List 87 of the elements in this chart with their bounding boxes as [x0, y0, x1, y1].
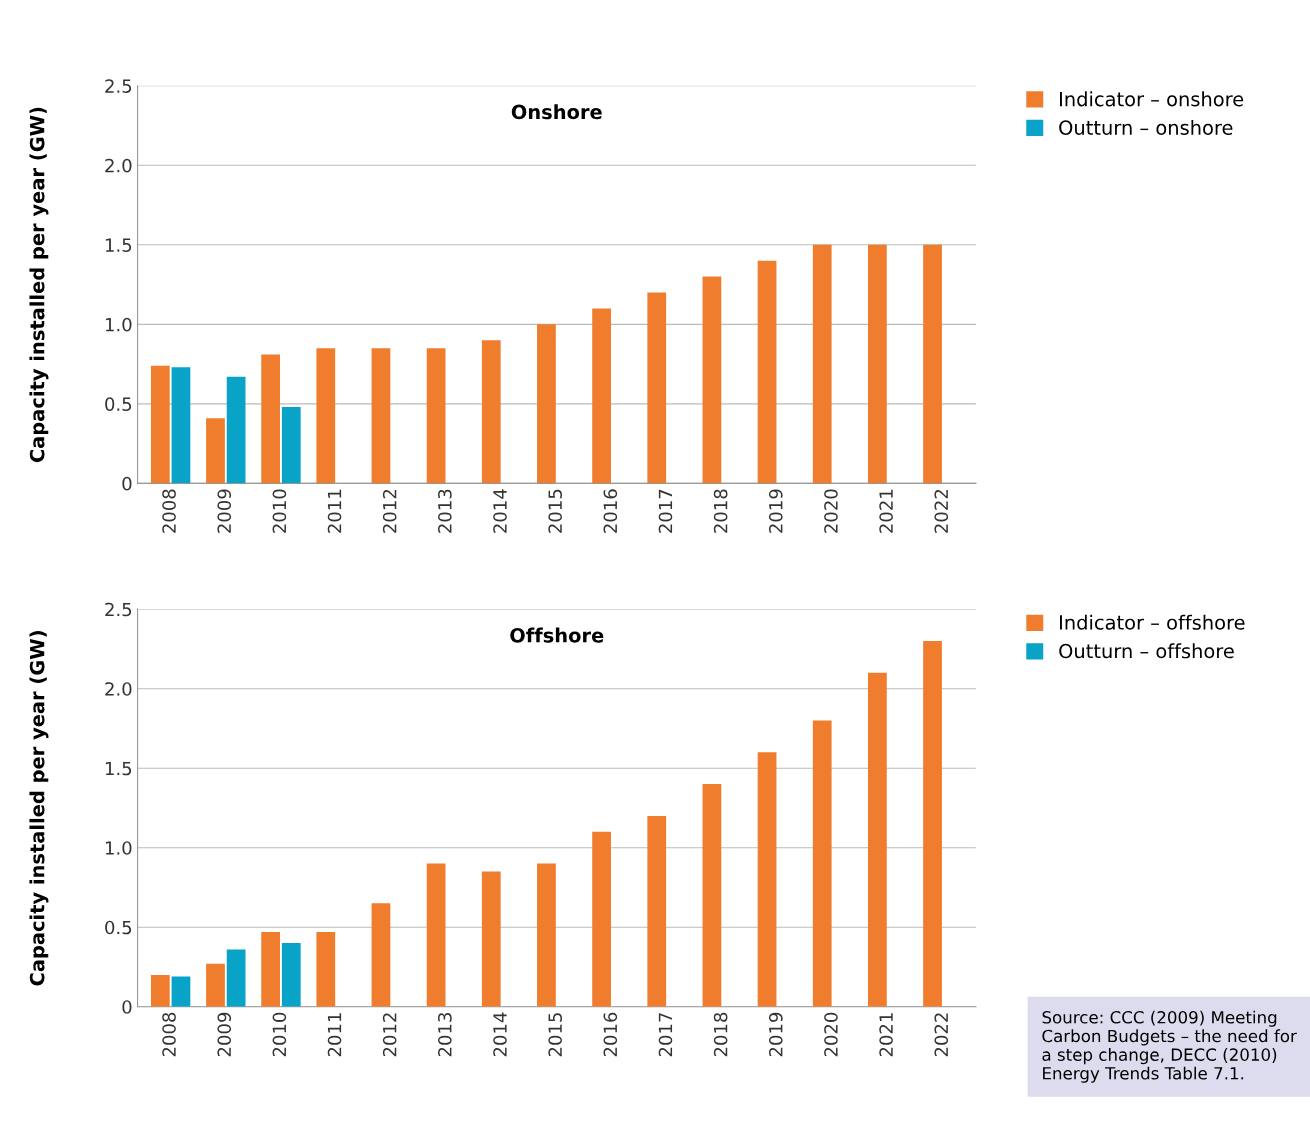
bar [316, 348, 336, 484]
y-tick-label: 1.5 [105, 238, 132, 252]
bar [281, 943, 301, 1007]
bar [150, 365, 170, 484]
bar [702, 276, 722, 484]
bar [647, 815, 667, 1007]
bar [226, 376, 246, 484]
bar [702, 784, 722, 1007]
legend-label: Indicator – offshore [1060, 614, 1245, 630]
bar [171, 976, 191, 1007]
y-tick-label: 0 [122, 1000, 132, 1014]
y-tick-label: 1.0 [105, 317, 132, 332]
bar [592, 308, 611, 484]
x-tick-label: 2019 [768, 1012, 783, 1057]
bar [481, 871, 501, 1007]
y-axis-title: Capacity installed per year (GW) [29, 631, 49, 986]
bar [537, 324, 556, 484]
x-tick-label: 2021 [879, 1013, 893, 1057]
y-axis-title: Capacity installed per year (GW) [29, 107, 49, 463]
x-tick-label: 2015 [548, 489, 562, 533]
bar [426, 863, 446, 1007]
x-tick-label: 2009 [217, 489, 232, 533]
x-tick-label: 2010 [272, 1012, 287, 1057]
bar [923, 640, 942, 1007]
bar [592, 831, 611, 1007]
x-tick-label: 2014 [493, 489, 507, 533]
bar [150, 974, 170, 1007]
x-tick-label: 2008 [162, 489, 176, 533]
x-tick-label: 2009 [217, 1012, 232, 1057]
y-tick-label: 0.5 [105, 920, 132, 935]
bar [281, 407, 301, 484]
y-tick-label: 2.0 [105, 158, 132, 173]
bar [426, 348, 446, 484]
x-tick-label: 2020 [824, 1012, 838, 1057]
source-note: Source: CCC (2009) Meeting Carbon Budgets – the need for a step change, DECC (2010) Energy Trends Table 7.1. [1042, 1010, 1297, 1083]
x-tick-label: 2013 [438, 1013, 452, 1057]
y-tick-label: 0.5 [105, 397, 132, 411]
y-tick-label: 2.0 [105, 682, 132, 696]
x-tick-label: 2017 [658, 1013, 673, 1057]
bar [226, 949, 246, 1007]
bar [647, 292, 667, 484]
x-tick-label: 2022 [934, 490, 949, 533]
bar [812, 720, 832, 1007]
x-tick-label: 2021 [879, 489, 893, 533]
bar [923, 244, 942, 484]
bar [171, 367, 191, 484]
x-tick-label: 2008 [162, 1012, 176, 1057]
bar [206, 963, 225, 1007]
bar [868, 672, 887, 1007]
x-tick-label: 2012 [382, 1013, 397, 1057]
x-tick-label: 2019 [768, 489, 783, 533]
text: Onshore [511, 104, 602, 120]
bar [537, 863, 556, 1007]
x-tick-label: 2011 [327, 1013, 342, 1057]
legend-label: Outturn – offshore [1059, 643, 1234, 659]
x-tick-label: 2020 [824, 489, 838, 533]
bar [261, 354, 281, 484]
x-tick-label: 2010 [272, 489, 287, 533]
x-tick-label: 2014 [493, 1012, 507, 1057]
bar [261, 931, 281, 1007]
x-tick-label: 2018 [713, 1012, 728, 1057]
bar [757, 752, 777, 1007]
x-tick-label: 2016 [603, 489, 618, 533]
bar [757, 260, 777, 484]
bar [371, 903, 391, 1007]
x-tick-label: 2022 [934, 1013, 949, 1057]
bar [868, 244, 887, 484]
x-tick-label: 2017 [658, 489, 673, 533]
bar [316, 931, 336, 1007]
y-tick-label: 1.0 [105, 841, 132, 855]
legend-label: Indicator – onshore [1060, 91, 1244, 107]
y-tick-label: 0 [122, 476, 132, 491]
x-tick-label: 2015 [548, 1013, 562, 1057]
y-tick-label: 2.5 [105, 79, 132, 93]
bar [481, 340, 501, 484]
y-tick-label: 2.5 [105, 602, 132, 617]
x-tick-label: 2018 [713, 489, 728, 533]
x-tick-label: 2016 [603, 1012, 618, 1057]
x-tick-label: 2011 [327, 489, 342, 533]
text: Offshore [510, 627, 604, 643]
x-tick-label: 2012 [382, 490, 397, 533]
bar [812, 244, 832, 484]
y-tick-label: 1.5 [105, 761, 132, 776]
bar [206, 418, 225, 484]
x-tick-label: 2013 [438, 489, 452, 533]
bar [371, 348, 391, 484]
legend-label: Outturn – onshore [1059, 119, 1233, 135]
